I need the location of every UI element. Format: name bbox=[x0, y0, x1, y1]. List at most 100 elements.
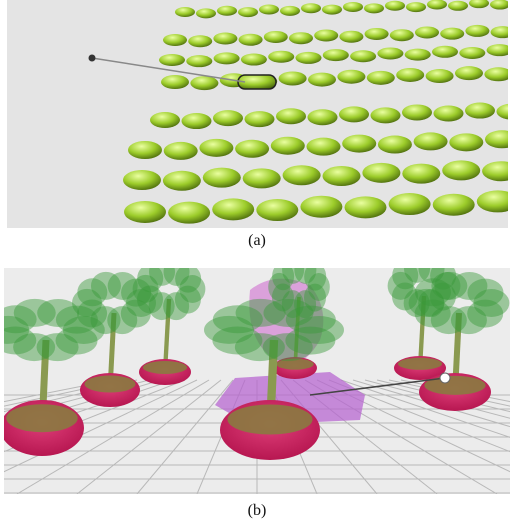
capsule bbox=[406, 2, 426, 12]
capsule bbox=[490, 0, 510, 10]
capsule bbox=[241, 54, 267, 66]
capsule bbox=[487, 44, 513, 56]
capsule bbox=[168, 202, 210, 224]
capsule bbox=[367, 71, 395, 85]
capsule bbox=[161, 75, 189, 89]
capsule bbox=[345, 196, 387, 218]
capsule bbox=[235, 140, 269, 158]
capsule bbox=[259, 4, 279, 14]
capsule bbox=[459, 47, 485, 59]
capsule bbox=[385, 1, 405, 11]
capsule bbox=[396, 68, 424, 82]
capsule bbox=[339, 31, 363, 43]
capsule bbox=[190, 76, 218, 90]
capsule bbox=[433, 194, 475, 216]
soil bbox=[6, 404, 77, 432]
capsule bbox=[283, 165, 321, 185]
capsule bbox=[212, 198, 254, 220]
capsule bbox=[300, 196, 342, 218]
foliage bbox=[304, 263, 326, 291]
capsule bbox=[323, 166, 361, 186]
capsule bbox=[124, 201, 166, 223]
capsule bbox=[448, 1, 468, 11]
capsule bbox=[289, 32, 313, 44]
capsule bbox=[280, 6, 300, 16]
capsule bbox=[365, 28, 389, 40]
capsule bbox=[455, 66, 483, 80]
capsule bbox=[378, 136, 412, 154]
capsule bbox=[314, 29, 338, 41]
capsule bbox=[308, 73, 336, 87]
capsule bbox=[199, 139, 233, 157]
capsule bbox=[402, 164, 440, 184]
capsule bbox=[188, 35, 212, 47]
capsule bbox=[465, 25, 489, 37]
capsule bbox=[238, 7, 258, 17]
capsule bbox=[164, 142, 198, 160]
page: {"panels": [{"label": "(a)"}, {"label": … bbox=[0, 0, 514, 525]
capsule bbox=[440, 28, 464, 40]
capsule bbox=[279, 71, 307, 85]
capsule bbox=[350, 50, 376, 62]
capsule bbox=[239, 34, 263, 46]
capsule bbox=[362, 163, 400, 183]
foliage bbox=[286, 306, 336, 334]
capsule bbox=[159, 54, 185, 66]
capsule bbox=[415, 26, 439, 38]
capsule bbox=[123, 170, 161, 190]
capsule bbox=[343, 2, 363, 12]
capsule bbox=[243, 168, 281, 188]
capsule bbox=[217, 6, 237, 16]
capsule bbox=[323, 49, 349, 61]
soil bbox=[398, 358, 442, 370]
capsule bbox=[371, 107, 401, 123]
capsule bbox=[163, 34, 187, 46]
capsule bbox=[337, 70, 365, 84]
capsule bbox=[377, 47, 403, 59]
capsule bbox=[465, 103, 495, 119]
foliage bbox=[56, 306, 98, 334]
capsule bbox=[150, 112, 180, 128]
capsule bbox=[414, 132, 448, 150]
capsule bbox=[256, 199, 298, 221]
capsule bbox=[339, 106, 369, 122]
pointer-ball bbox=[89, 55, 96, 62]
pointer-ball bbox=[440, 373, 450, 383]
capsule bbox=[268, 51, 294, 63]
capsule bbox=[322, 5, 342, 15]
foliage bbox=[467, 279, 503, 307]
foliage bbox=[175, 265, 201, 293]
caption-b: (b) bbox=[0, 502, 514, 520]
capsule bbox=[389, 193, 431, 215]
capsule bbox=[402, 104, 432, 120]
capsule bbox=[245, 111, 275, 127]
foliage bbox=[121, 279, 151, 307]
capsule bbox=[390, 29, 414, 41]
capsule bbox=[484, 67, 512, 81]
capsule bbox=[442, 160, 480, 180]
capsule bbox=[186, 55, 212, 67]
capsule bbox=[163, 171, 201, 191]
panel-b-render bbox=[0, 255, 514, 494]
capsule bbox=[213, 32, 237, 44]
capsule bbox=[276, 108, 306, 124]
capsule bbox=[175, 7, 195, 17]
capsule bbox=[271, 137, 305, 155]
soil bbox=[143, 361, 187, 374]
capsule bbox=[296, 52, 322, 64]
capsule bbox=[449, 133, 483, 151]
capsule bbox=[213, 110, 243, 126]
capsule bbox=[307, 138, 341, 156]
panel-a-render bbox=[7, 0, 514, 228]
capsule bbox=[434, 105, 464, 121]
capsule bbox=[264, 31, 288, 43]
soil bbox=[85, 376, 136, 393]
capsule bbox=[432, 46, 458, 58]
capsule bbox=[128, 141, 162, 159]
capsule bbox=[301, 3, 321, 13]
capsule bbox=[342, 135, 376, 153]
capsule bbox=[308, 109, 338, 125]
soil bbox=[228, 405, 313, 435]
capsule bbox=[364, 3, 384, 13]
capsule bbox=[182, 113, 212, 129]
